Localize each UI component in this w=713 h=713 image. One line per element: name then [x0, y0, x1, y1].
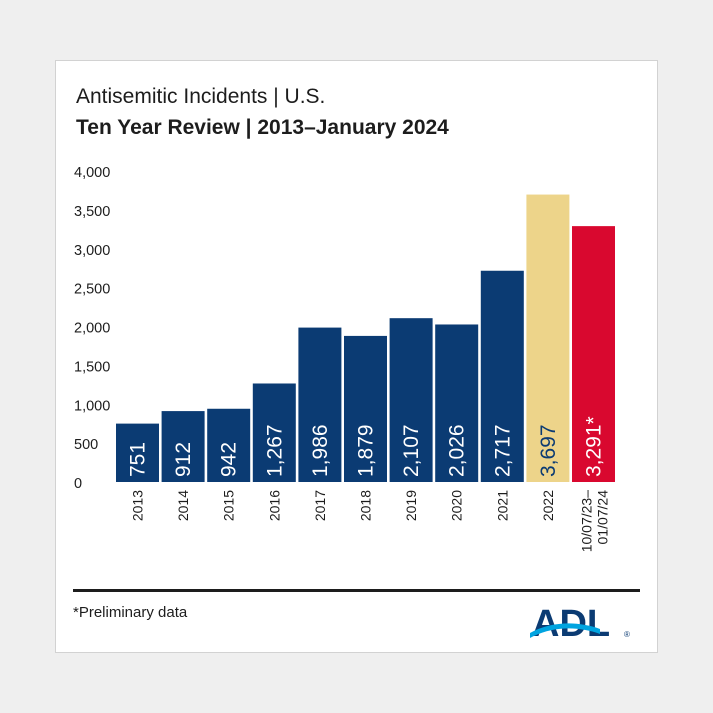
footnote: *Preliminary data: [73, 604, 188, 621]
bar: [161, 411, 205, 482]
data-label: 1,267: [263, 424, 286, 477]
bar: [252, 383, 296, 482]
chart-card: Antisemitic Incidents | U.S. Ten Year Re…: [55, 60, 658, 653]
bar: [389, 318, 433, 482]
y-tick-label: 500: [74, 437, 98, 453]
bar: [116, 423, 159, 482]
bar: [572, 226, 615, 482]
x-tick-label: 2015: [221, 490, 237, 521]
data-label: 2,026: [446, 424, 469, 477]
y-tick-label: 1,000: [74, 398, 110, 414]
x-tick-label: 2016: [266, 490, 282, 521]
bar: [207, 408, 251, 482]
bar: [526, 194, 570, 483]
x-tick-label: 2013: [130, 490, 146, 521]
data-label: 3,291*: [583, 416, 606, 477]
bar: [480, 270, 524, 482]
data-label: 2,717: [491, 424, 514, 477]
y-tick-label: 3,000: [74, 243, 110, 259]
y-tick-label: 2,000: [74, 321, 110, 337]
x-tick-label: 2020: [449, 490, 465, 521]
chart-subtitle: Ten Year Review | 2013–January 2024: [76, 116, 449, 139]
x-tick-label: 2022: [540, 490, 556, 521]
y-tick-label: 3,500: [74, 204, 110, 220]
bar: [298, 327, 342, 482]
data-label: 751: [127, 442, 150, 477]
bar: [435, 324, 479, 482]
data-label: 912: [172, 442, 195, 477]
x-tick-label: 2014: [175, 490, 191, 521]
bar: [344, 335, 387, 482]
svg-text:®: ®: [624, 630, 630, 639]
data-label: 1,879: [355, 424, 378, 477]
x-tick-label: 2021: [494, 490, 510, 521]
x-tick-label: 2019: [403, 490, 419, 521]
data-label: 1,986: [309, 424, 332, 477]
adl-logo: ADL ®: [530, 603, 630, 644]
bar-chart: 0 500 1,000 1,500 2,000 2,500 3,000 3,500 4,000 7…: [74, 165, 615, 553]
y-tick-label: 0: [74, 476, 82, 492]
y-tick-label: 1,500: [74, 359, 110, 375]
footer-divider: [73, 589, 640, 592]
x-tick-label: 2017: [312, 490, 328, 521]
data-label: 3,697: [537, 424, 560, 477]
y-tick-label: 4,000: [74, 165, 110, 181]
data-label: 942: [218, 442, 241, 477]
x-tick-label: 2018: [358, 490, 374, 521]
data-label: 2,107: [400, 424, 423, 477]
x-tick-label: 10/07/23–01/07/24: [579, 490, 611, 553]
chart-title: Antisemitic Incidents | U.S.: [76, 85, 326, 108]
y-tick-label: 2,500: [74, 282, 110, 298]
